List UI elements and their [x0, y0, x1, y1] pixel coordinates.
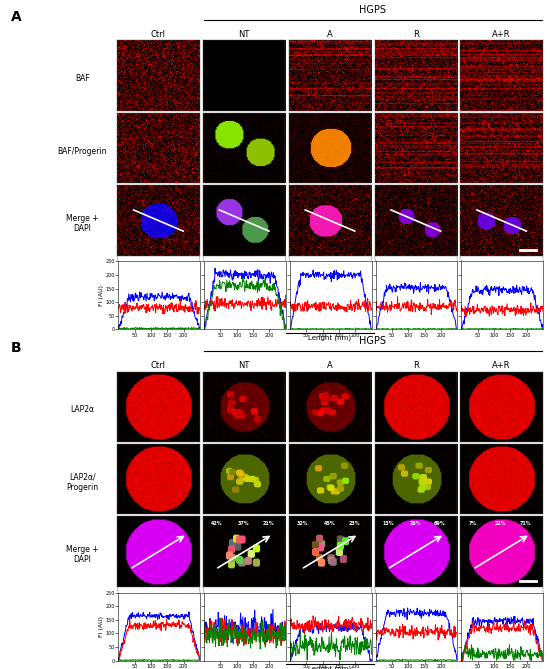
Text: 32%: 32% — [297, 521, 309, 527]
Text: A: A — [327, 361, 333, 370]
Text: Ctrl: Ctrl — [151, 361, 166, 370]
Text: 71%: 71% — [520, 521, 531, 527]
Text: 69%: 69% — [434, 521, 446, 527]
Y-axis label: FI (AU): FI (AU) — [99, 616, 104, 637]
Text: Lenght (nm): Lenght (nm) — [309, 666, 351, 669]
Text: R: R — [413, 29, 419, 39]
Text: 21%: 21% — [262, 521, 274, 527]
Text: NT: NT — [239, 29, 250, 39]
Y-axis label: FI (AU): FI (AU) — [99, 285, 104, 306]
Text: A: A — [327, 29, 333, 39]
Text: BAF/Progerin: BAF/Progerin — [58, 147, 107, 156]
Text: 22%: 22% — [495, 521, 507, 527]
Text: HGPS: HGPS — [359, 5, 387, 15]
Text: 7%: 7% — [469, 521, 477, 527]
Text: A+R: A+R — [492, 29, 511, 39]
Text: Merge +
DAPI: Merge + DAPI — [66, 545, 98, 565]
Text: 37%: 37% — [238, 521, 249, 527]
Text: A+R: A+R — [492, 361, 511, 370]
Text: LAP2α: LAP2α — [70, 405, 94, 414]
Text: Ctrl: Ctrl — [151, 29, 166, 39]
Text: B: B — [11, 341, 21, 355]
Text: A: A — [11, 10, 22, 24]
Text: HGPS: HGPS — [359, 336, 387, 346]
Text: 18%: 18% — [409, 521, 421, 527]
Text: 42%: 42% — [211, 521, 223, 527]
Text: Lenght (nm): Lenght (nm) — [309, 334, 351, 341]
Text: 23%: 23% — [348, 521, 360, 527]
Text: 45%: 45% — [323, 521, 335, 527]
Text: 13%: 13% — [383, 521, 394, 527]
Text: Merge +
DAPI: Merge + DAPI — [66, 214, 98, 233]
Text: R: R — [413, 361, 419, 370]
Text: NT: NT — [239, 361, 250, 370]
Text: BAF: BAF — [75, 74, 90, 83]
Text: LAP2α/
Progerin: LAP2α/ Progerin — [66, 472, 98, 492]
